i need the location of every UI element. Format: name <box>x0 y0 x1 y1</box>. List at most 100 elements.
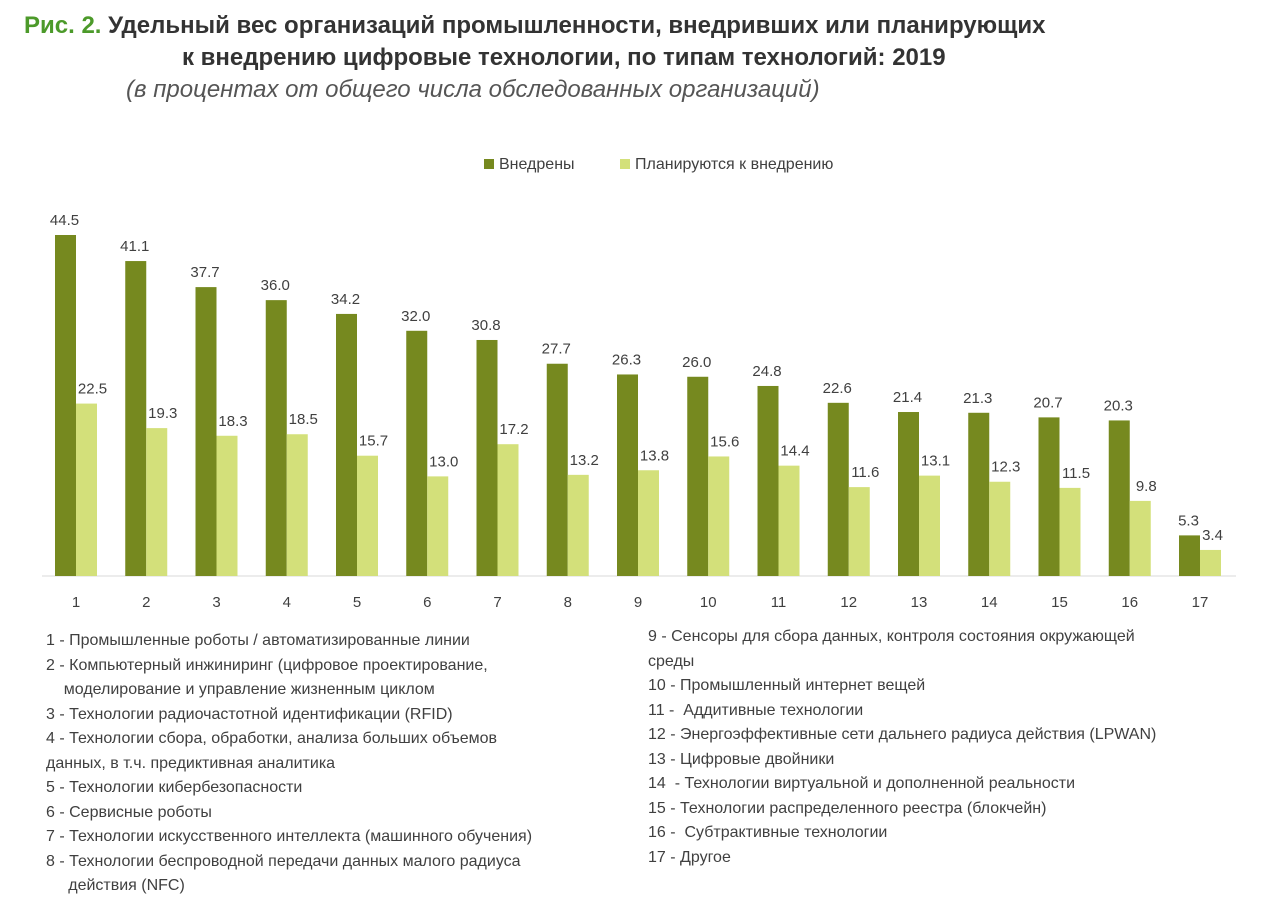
bar-implemented <box>617 374 638 576</box>
bar-planned <box>427 476 449 576</box>
data-label: 5.3 <box>1178 512 1199 529</box>
x-tick-label: 15 <box>1051 594 1068 611</box>
data-label: 13.2 <box>570 452 599 469</box>
bar-planned <box>919 475 940 576</box>
bar-implemented <box>336 313 357 576</box>
category-note: 4 - Технологии сбора, обработки, анализа… <box>46 730 497 747</box>
category-notes-right: 9 - Сенсоры для сбора данных, контроля с… <box>648 625 1156 870</box>
category-note: 8 - Технологии беспроводной передачи дан… <box>46 852 521 870</box>
data-label: 9.8 <box>1136 478 1157 495</box>
category-note: 11 - Аддитивные технологии <box>648 701 864 719</box>
category-note: 17 - Другое <box>648 848 731 866</box>
data-label: 13.8 <box>640 447 669 464</box>
data-label: 15.6 <box>710 433 739 450</box>
data-label: 11.5 <box>1062 465 1090 482</box>
category-note: моделирование и управление жизненным цик… <box>46 681 435 698</box>
bar-implemented <box>687 376 709 576</box>
bar-implemented <box>406 330 428 576</box>
x-tick-label: 5 <box>353 594 361 611</box>
data-label: 22.5 <box>78 381 107 398</box>
bar-planned <box>286 434 308 576</box>
data-label: 20.3 <box>1104 397 1133 414</box>
category-note: 15 - Технологии распределенного реестра … <box>648 799 1047 817</box>
bar-implemented <box>1038 417 1060 576</box>
x-tick-label: 16 <box>1121 594 1138 611</box>
data-label: 36.0 <box>261 277 290 294</box>
data-label: 30.8 <box>471 317 500 334</box>
category-note: действия (NFC) <box>46 877 185 894</box>
category-note: 12 - Энергоэффективные сети дальнего рад… <box>648 726 1157 743</box>
data-label: 11.6 <box>851 464 879 481</box>
category-note: 3 - Технологии радиочастотной идентифика… <box>46 705 453 723</box>
data-label: 34.2 <box>331 291 360 308</box>
category-note: 5 - Технологии кибербезопасности <box>46 779 303 796</box>
bar-chart: Внедрены Планируются к внедрению 44.5 22.5 1… <box>42 156 1236 611</box>
x-tick-label: 1 <box>72 594 80 611</box>
x-tick-label: 6 <box>423 594 431 611</box>
category-note: 1 - Промышленные роботы / автоматизирова… <box>46 632 470 649</box>
x-tick-label: 2 <box>142 594 150 611</box>
category-note: 13 - Цифровые двойники <box>648 750 835 768</box>
data-label: 13.1 <box>921 453 950 470</box>
bar-implemented <box>195 287 217 576</box>
bar-implemented <box>827 402 849 576</box>
data-label: 41.1 <box>120 238 149 255</box>
bar-implemented <box>125 261 147 576</box>
bar-planned <box>1129 500 1151 576</box>
bar-planned <box>778 465 800 576</box>
bar-planned <box>708 456 730 576</box>
figure-label: Рис. 2. <box>24 12 102 39</box>
bar-implemented <box>476 339 498 576</box>
data-label: 15.7 <box>359 433 388 450</box>
category-note: 14 - Технологии виртуальной и дополненно… <box>648 775 1076 792</box>
category-note: среды <box>648 652 695 670</box>
x-tick-label: 10 <box>700 594 717 611</box>
data-label: 13.0 <box>429 453 458 470</box>
bar-implemented <box>55 235 76 576</box>
bar-planned <box>989 481 1011 576</box>
data-label: 17.2 <box>499 421 528 438</box>
bar-planned <box>76 403 97 576</box>
category-note: 7 - Технологии искусственного интеллекта… <box>46 828 533 845</box>
bar-implemented <box>757 385 779 576</box>
data-label: 21.4 <box>893 389 922 406</box>
bar-implemented <box>968 412 990 576</box>
legend-swatch <box>484 159 494 169</box>
data-label: 20.7 <box>1033 394 1062 411</box>
bar-planned <box>146 428 168 576</box>
bar-planned <box>216 435 238 576</box>
x-tick-label: 8 <box>564 594 572 611</box>
x-tick-label: 13 <box>911 594 928 611</box>
data-label: 26.3 <box>612 351 641 368</box>
data-label: 32.0 <box>401 308 430 325</box>
x-tick-label: 11 <box>771 594 787 611</box>
bar-implemented <box>1179 535 1200 576</box>
bar-implemented <box>1108 420 1130 576</box>
chart-title: Рис. 2. Удельный вес организаций промышл… <box>24 10 1045 74</box>
x-tick-label: 14 <box>981 594 998 611</box>
title-line-1: Удельный вес организаций промышленности,… <box>108 12 1046 39</box>
x-tick-label: 17 <box>1192 594 1209 611</box>
bar-planned <box>357 455 378 576</box>
title-line-2: к внедрению цифровые технологии, по типа… <box>182 44 946 71</box>
category-note: 9 - Сенсоры для сбора данных, контроля с… <box>648 628 1135 645</box>
legend-swatch <box>620 159 630 169</box>
data-label: 12.3 <box>991 459 1020 476</box>
bar-implemented <box>546 363 568 576</box>
legend-label: Внедрены <box>499 156 575 173</box>
data-label: 22.6 <box>823 380 852 397</box>
data-label: 19.3 <box>148 405 177 422</box>
x-tick-label: 12 <box>840 594 857 611</box>
data-label: 18.5 <box>289 411 318 428</box>
data-label: 3.4 <box>1202 527 1223 544</box>
bar-planned <box>1200 549 1221 576</box>
data-label: 27.7 <box>542 341 571 358</box>
data-label: 14.4 <box>780 443 809 460</box>
legend-label: Планируются к внедрению <box>635 156 833 173</box>
category-notes-left: 1 - Промышленные роботы / автоматизирова… <box>46 629 532 899</box>
category-note: 2 - Компьютерный инжиниринг (цифровое пр… <box>46 656 488 674</box>
x-tick-label: 3 <box>212 594 220 611</box>
x-tick-label: 4 <box>283 594 291 611</box>
data-label: 26.0 <box>682 354 711 371</box>
data-label: 37.7 <box>190 264 219 281</box>
